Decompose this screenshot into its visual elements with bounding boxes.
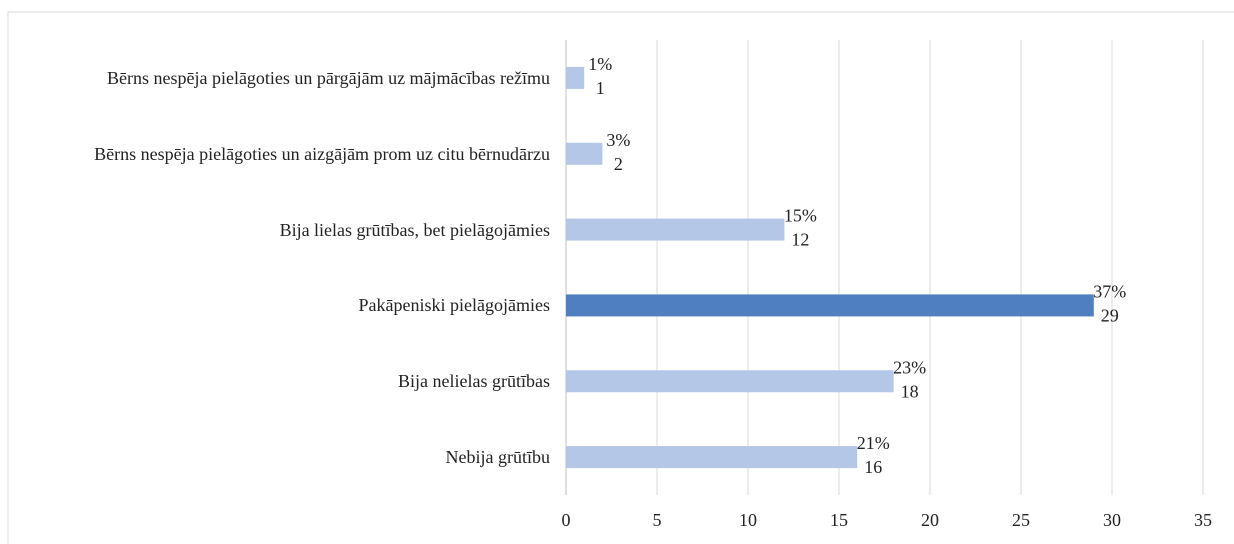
x-tick-label: 0: [562, 510, 571, 530]
percent-label: 15%: [784, 206, 817, 226]
percent-label: 3%: [606, 130, 630, 150]
x-tick-label: 10: [739, 510, 757, 530]
x-tick-label: 5: [653, 510, 662, 530]
value-label: 16: [864, 457, 882, 477]
category-label: Bērns nespēja pielāgoties un aizgājām pr…: [94, 143, 550, 164]
x-tick-label: 30: [1103, 510, 1121, 530]
percent-label: 21%: [857, 433, 890, 453]
category-label: Pakāpeniski pielāgojāmies: [358, 295, 550, 316]
bar: [566, 218, 785, 241]
value-label: 1: [596, 78, 605, 98]
bar: [566, 66, 585, 89]
x-tick-label: 35: [1194, 510, 1212, 530]
frame: [7, 11, 1234, 544]
x-tick-label: 25: [1012, 510, 1030, 530]
category-label: Bija lielas grūtības, bet pielāgojāmies: [279, 219, 550, 240]
category-label: Nebija grūtību: [445, 447, 550, 468]
category-label: Bērns nespēja pielāgoties un pārgājām uz…: [106, 67, 550, 88]
category-label: Bija nelielas grūtības: [398, 371, 550, 392]
x-tick-label: 15: [830, 510, 848, 530]
bar: [566, 294, 1094, 317]
bar: [566, 446, 858, 469]
value-label: 18: [901, 381, 919, 401]
percent-label: 23%: [893, 357, 926, 377]
x-tick-label: 20: [921, 510, 939, 530]
value-label: 29: [1101, 306, 1119, 326]
value-label: 12: [791, 230, 809, 250]
percent-label: 1%: [588, 54, 612, 74]
percent-label: 37%: [1093, 282, 1126, 302]
bar: [566, 142, 603, 165]
value-label: 2: [614, 154, 623, 174]
bar: [566, 370, 894, 393]
